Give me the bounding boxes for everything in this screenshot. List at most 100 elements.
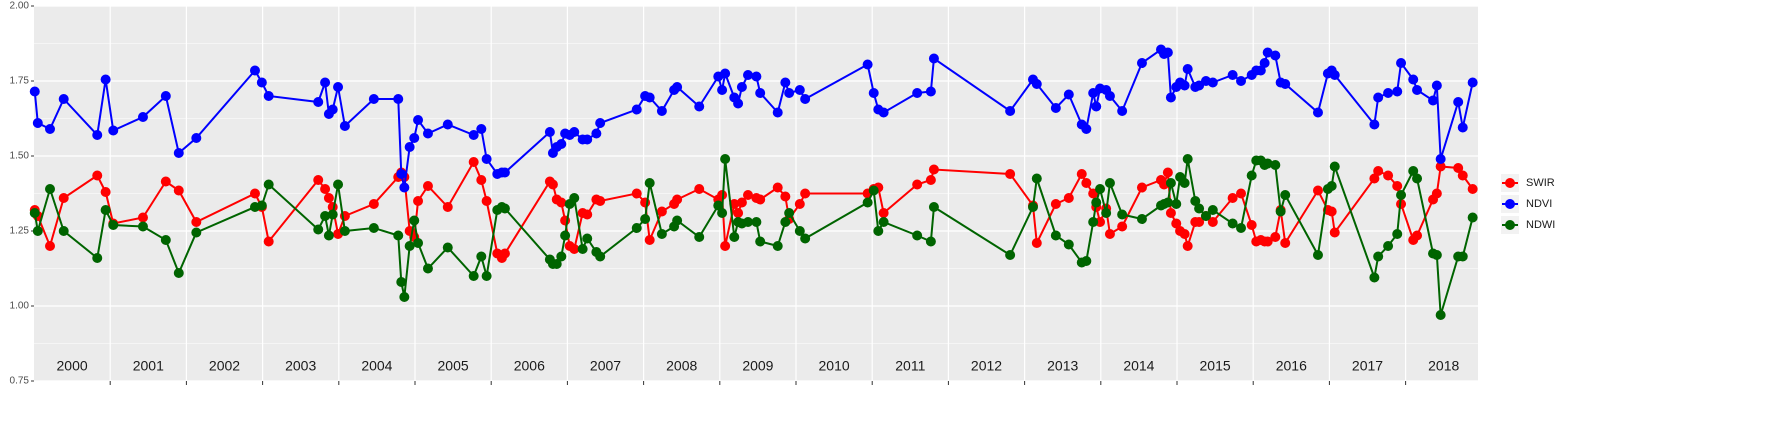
data-point [481, 196, 492, 206]
y-tick-label: 1.75 [10, 76, 30, 87]
data-point [1396, 190, 1407, 200]
data-point [173, 185, 184, 196]
data-point [1262, 158, 1273, 169]
data-point [717, 190, 728, 200]
data-point [1031, 238, 1042, 248]
year-label: 2002 [209, 358, 240, 374]
data-point [556, 197, 567, 208]
data-point [656, 229, 667, 239]
data-point [878, 217, 889, 227]
year-label: 2003 [285, 358, 316, 374]
data-point [339, 121, 350, 131]
data-point [582, 233, 593, 244]
data-point [1457, 251, 1468, 262]
data-point [399, 182, 410, 193]
y-tick-label: 0.75 [10, 376, 30, 387]
data-point [644, 92, 655, 103]
data-point [928, 164, 939, 175]
y-tick-label: 1.25 [10, 226, 30, 237]
year-label: 2000 [57, 358, 88, 374]
data-point [499, 203, 510, 214]
data-point [422, 263, 433, 274]
data-point [339, 226, 350, 236]
data-point [1136, 182, 1147, 193]
data-point [413, 238, 424, 248]
legend-label: NDVI [1526, 198, 1552, 210]
data-point [736, 197, 747, 208]
data-point [442, 202, 453, 212]
data-point [1408, 166, 1419, 176]
data-point [772, 107, 783, 118]
data-point [1207, 77, 1218, 88]
data-point [1081, 124, 1092, 134]
data-point [569, 127, 580, 137]
data-point [476, 124, 487, 134]
data-point [868, 88, 879, 98]
year-label: 2007 [590, 358, 621, 374]
data-point [733, 208, 744, 218]
data-point [1259, 58, 1270, 68]
data-point [320, 211, 331, 221]
data-point [582, 134, 593, 145]
data-point [256, 77, 267, 88]
data-point [1063, 239, 1074, 250]
data-point [569, 244, 580, 254]
data-point [1369, 119, 1380, 130]
data-point [800, 188, 811, 199]
data-point [263, 91, 274, 101]
data-point [717, 85, 728, 95]
data-point [1088, 217, 1099, 227]
data-point [1171, 218, 1182, 229]
data-point [720, 241, 731, 251]
data-point [1457, 170, 1468, 181]
data-point [1171, 199, 1182, 209]
data-point [1431, 250, 1442, 260]
data-point [333, 82, 344, 92]
data-point [1369, 272, 1380, 283]
y-tick-label: 2.00 [10, 1, 30, 12]
data-point [404, 241, 415, 251]
data-point [442, 119, 453, 130]
data-point [1027, 202, 1038, 212]
data-point [751, 71, 762, 82]
data-point [577, 244, 588, 254]
year-label: 2011 [895, 358, 925, 374]
data-point [878, 107, 889, 118]
data-point [755, 236, 766, 247]
data-point [499, 167, 510, 178]
data-point [551, 259, 562, 269]
data-point [755, 194, 766, 205]
data-point [1373, 166, 1384, 176]
data-point [1162, 167, 1173, 178]
data-point [1101, 208, 1112, 218]
data-point [556, 139, 567, 149]
data-point [912, 88, 923, 98]
data-point [1179, 229, 1190, 239]
data-point [1431, 188, 1442, 199]
data-point [1467, 212, 1478, 223]
data-point [1182, 154, 1193, 164]
data-point [160, 235, 171, 245]
data-point [249, 188, 260, 199]
data-point [800, 233, 811, 244]
data-point [800, 94, 811, 104]
data-point [1031, 173, 1042, 184]
data-point [720, 68, 731, 79]
data-point [1031, 79, 1042, 89]
data-point [1190, 196, 1201, 206]
data-point [327, 209, 338, 220]
data-point [1063, 89, 1074, 100]
data-point [468, 271, 479, 281]
data-point [32, 118, 43, 128]
data-point [327, 104, 338, 115]
data-point [595, 251, 606, 262]
data-point [1280, 238, 1291, 248]
data-point [45, 241, 56, 251]
data-point [925, 236, 936, 247]
data-point [368, 199, 379, 209]
data-point [694, 232, 705, 242]
data-point [1246, 220, 1257, 230]
year-label: 2005 [438, 358, 469, 374]
data-point [1091, 197, 1102, 208]
